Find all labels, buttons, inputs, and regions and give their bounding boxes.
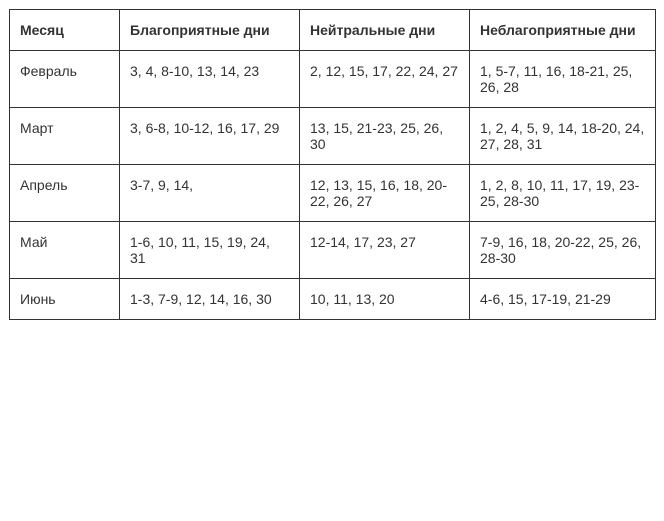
cell-favorable: 1-6, 10, 11, 15, 19, 24, 31 [120, 222, 300, 279]
cell-neutral: 13, 15, 21-23, 25, 26, 30 [300, 108, 470, 165]
table-header: Месяц Благоприятные дни Нейтральные дни … [10, 10, 656, 51]
col-header-neutral: Нейтральные дни [300, 10, 470, 51]
cell-month: Февраль [10, 51, 120, 108]
col-header-unfavorable: Неблагоприятные дни [470, 10, 656, 51]
calendar-table: Месяц Благоприятные дни Нейтральные дни … [9, 9, 656, 320]
cell-favorable: 3, 6-8, 10-12, 16, 17, 29 [120, 108, 300, 165]
cell-month: Апрель [10, 165, 120, 222]
cell-unfavorable: 1, 5-7, 11, 16, 18-21, 25, 26, 28 [470, 51, 656, 108]
cell-neutral: 2, 12, 15, 17, 22, 24, 27 [300, 51, 470, 108]
cell-unfavorable: 4-6, 15, 17-19, 21-29 [470, 279, 656, 320]
table-row: Май 1-6, 10, 11, 15, 19, 24, 31 12-14, 1… [10, 222, 656, 279]
cell-month: Май [10, 222, 120, 279]
cell-neutral: 10, 11, 13, 20 [300, 279, 470, 320]
table-row: Февраль 3, 4, 8-10, 13, 14, 23 2, 12, 15… [10, 51, 656, 108]
cell-neutral: 12-14, 17, 23, 27 [300, 222, 470, 279]
cell-favorable: 3, 4, 8-10, 13, 14, 23 [120, 51, 300, 108]
cell-unfavorable: 7-9, 16, 18, 20-22, 25, 26, 28-30 [470, 222, 656, 279]
cell-month: Июнь [10, 279, 120, 320]
cell-month: Март [10, 108, 120, 165]
table-body: Февраль 3, 4, 8-10, 13, 14, 23 2, 12, 15… [10, 51, 656, 320]
table-row: Апрель 3-7, 9, 14, 12, 13, 15, 16, 18, 2… [10, 165, 656, 222]
table-row: Июнь 1-3, 7-9, 12, 14, 16, 30 10, 11, 13… [10, 279, 656, 320]
cell-neutral: 12, 13, 15, 16, 18, 20-22, 26, 27 [300, 165, 470, 222]
cell-unfavorable: 1, 2, 4, 5, 9, 14, 18-20, 24, 27, 28, 31 [470, 108, 656, 165]
table-row: Март 3, 6-8, 10-12, 16, 17, 29 13, 15, 2… [10, 108, 656, 165]
cell-favorable: 3-7, 9, 14, [120, 165, 300, 222]
cell-favorable: 1-3, 7-9, 12, 14, 16, 30 [120, 279, 300, 320]
header-row: Месяц Благоприятные дни Нейтральные дни … [10, 10, 656, 51]
cell-unfavorable: 1, 2, 8, 10, 11, 17, 19, 23-25, 28-30 [470, 165, 656, 222]
col-header-month: Месяц [10, 10, 120, 51]
col-header-favorable: Благоприятные дни [120, 10, 300, 51]
